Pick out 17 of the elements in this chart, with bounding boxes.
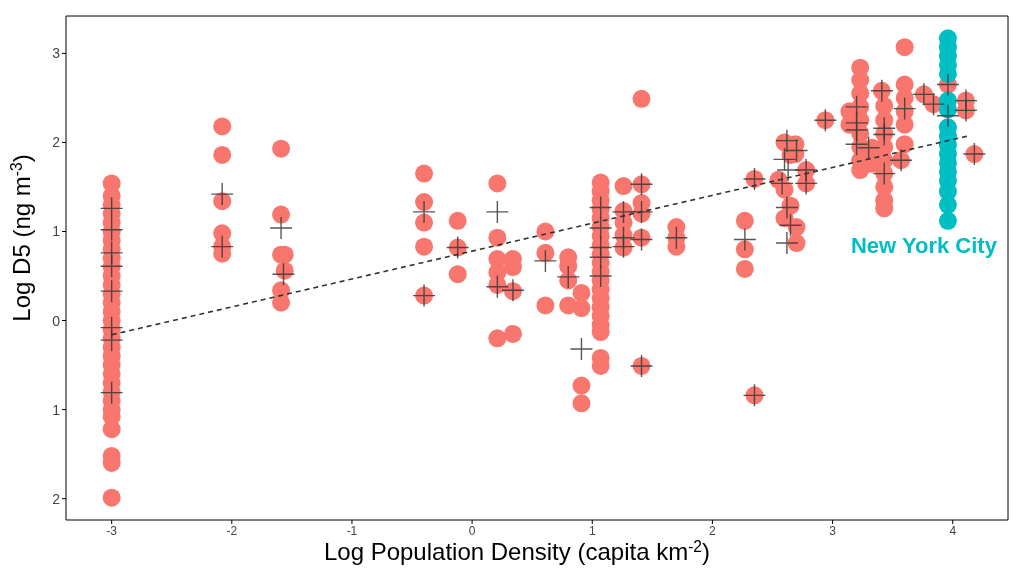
x-tick-label: 1 [588,523,596,538]
y-tick-label: 2 [52,134,61,151]
x-axis-title: Log Population Density (capita km$^{-2}$) [323,537,711,565]
y-tick-label: 2 [52,490,61,507]
y-tick-label: 0 [52,312,61,329]
x-tick-label: 3 [829,523,837,538]
x-tick-label: -2 [226,523,238,538]
point [938,211,957,230]
x-tick-label: 2 [709,523,717,538]
x-tick-label: 0 [468,523,476,538]
y-tick-label: 1 [52,223,61,240]
y-tick-label: 3 [52,45,61,62]
x-tick-label: -3 [106,523,118,538]
x-tick-label: 4 [949,523,957,538]
y-tick-label: 1 [52,401,61,418]
series-label: New York City [850,232,998,258]
x-tick-label: -1 [346,523,358,538]
